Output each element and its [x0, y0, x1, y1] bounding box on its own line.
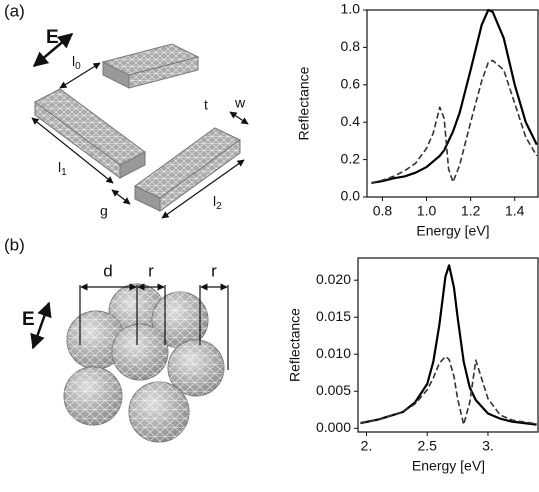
x-tick-label: 1.2 — [461, 203, 481, 219]
dim-label: d — [103, 261, 112, 280]
y-tick-label: 0.0 — [341, 188, 361, 204]
dim-label: w — [234, 95, 246, 111]
series-line — [360, 355, 537, 426]
x-tick-label: 1.4 — [505, 203, 525, 219]
dim-arrow — [161, 159, 245, 219]
y-tick-label: 0.2 — [341, 150, 361, 166]
x-tick-label: 0.8 — [373, 203, 393, 219]
x-tick-label: 2.5 — [418, 438, 438, 454]
dim-subscript: 2 — [216, 201, 222, 212]
dim-label: l2 — [213, 193, 222, 212]
field-arrow — [32, 33, 74, 67]
y-tick-label: 0.010 — [316, 345, 351, 361]
x-axis-title: Energy [eV] — [416, 223, 489, 239]
field-label: E — [22, 309, 35, 330]
bar-right — [134, 127, 241, 212]
series-line — [371, 8, 538, 185]
dim-label: l — [72, 53, 75, 69]
dim-label: r — [148, 261, 154, 280]
dim-label: l0 — [72, 53, 81, 72]
series-line — [371, 59, 538, 184]
dim-label: l — [58, 159, 61, 175]
y-tick-label: 0.020 — [316, 271, 351, 287]
x-tick-label: 2. — [361, 438, 373, 454]
plot-frame — [357, 257, 539, 433]
field-arrow — [30, 301, 52, 350]
x-axis-title: Energy [eV] — [412, 458, 485, 474]
dim-arrow — [31, 117, 114, 184]
series-line — [360, 264, 537, 426]
y-tick-label: 0.4 — [341, 113, 361, 129]
panel-label: (a) — [4, 1, 25, 20]
plot-frame — [366, 9, 539, 198]
y-axis-title: Reflectance — [296, 66, 312, 140]
bar-top — [101, 43, 200, 89]
y-tick-label: 0.005 — [316, 382, 351, 398]
dim-arrow — [59, 62, 101, 89]
y-tick-label: 0.015 — [316, 308, 351, 324]
dim-subscript: 1 — [61, 167, 67, 178]
dim-label: r — [211, 261, 217, 280]
y-tick-label: 1.0 — [341, 1, 361, 17]
x-tick-label: 3. — [482, 438, 494, 454]
field-label: E — [46, 27, 59, 48]
dim-label: g — [100, 203, 108, 219]
x-tick-label: 1.0 — [417, 203, 437, 219]
dim-label: l — [213, 193, 216, 209]
y-tick-label: 0.6 — [341, 76, 361, 92]
dim-arrow — [229, 111, 249, 125]
dim-subscript: 0 — [75, 61, 81, 72]
dim-label: l1 — [58, 159, 67, 178]
dim-arrow — [111, 189, 131, 205]
panel-label: (b) — [4, 235, 25, 254]
dim-lines — [79, 283, 229, 370]
dim-label: t — [204, 97, 208, 113]
y-tick-label: 0.8 — [341, 38, 361, 54]
y-axis-title: Reflectance — [287, 308, 303, 382]
y-tick-label: 0.000 — [316, 419, 351, 435]
